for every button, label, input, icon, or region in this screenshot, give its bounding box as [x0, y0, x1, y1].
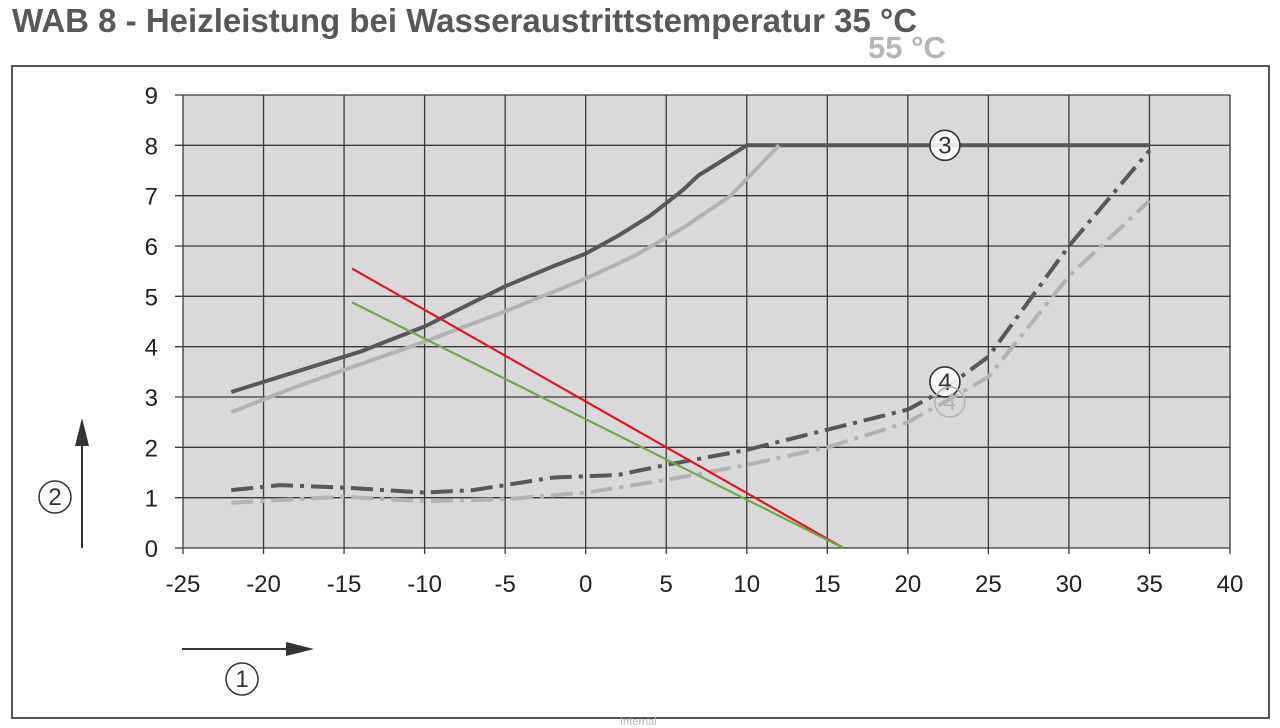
x-tick-label: -15 [327, 571, 362, 598]
tick-labels: -25 -20 -15 -10 -5 0 5 10 15 20 25 30 35 40 0 1 2 3 4 5 6 7 8 9 [145, 83, 1244, 598]
y-tick-label: 3 [145, 385, 158, 412]
x-axis-label: 1 [235, 666, 248, 693]
y-tick-label: 5 [145, 284, 158, 311]
x-tick-label: 35 [1136, 571, 1163, 598]
series-line-dashdot-dark [231, 149, 1152, 495]
y-tick-label: 7 [145, 184, 158, 211]
y-axis-label-circle [38, 480, 72, 514]
annotation-circle [929, 129, 961, 162]
x-tick-label: 20 [894, 571, 921, 598]
series-line-solid-dark [230, 143, 1150, 394]
y-tick-label: 8 [145, 133, 158, 160]
x-tick-label: -25 [166, 571, 201, 598]
y-tick-label: 2 [145, 435, 158, 462]
y-axis-marker: 2 [38, 418, 89, 548]
y-tick-label: 0 [145, 536, 158, 563]
x-tick-label: 25 [975, 571, 1002, 598]
x-tick-label: -5 [494, 571, 515, 598]
annotation-circle [933, 386, 966, 418]
chart-title-second-temperature: 55 °C [868, 30, 946, 65]
x-axis-marker: 1 [182, 642, 314, 696]
x-axis-label-circle [225, 662, 259, 696]
chart-title: WAB 8 - Heizleistung bei Wasseraustritts… [12, 2, 918, 39]
x-tick-label: 15 [814, 571, 841, 598]
x-tick-label: -10 [407, 571, 442, 598]
annotation-label: 4 [943, 389, 956, 416]
chart-frame [11, 65, 1270, 719]
footer-classification: Internal [620, 716, 657, 728]
x-tick-label: 0 [579, 571, 592, 598]
annotation-circle [929, 366, 961, 398]
right-arrow-icon [286, 642, 314, 656]
x-tick-label: 5 [660, 571, 673, 598]
annotation-label: 3 [938, 132, 951, 159]
x-tick-label: 30 [1056, 571, 1083, 598]
series-line-solid-red [351, 267, 844, 549]
series-group [230, 143, 1152, 549]
series-line-solid-light [230, 143, 781, 414]
x-tick-label: -20 [246, 571, 281, 598]
y-axis-label: 2 [48, 484, 61, 511]
x-tick-label: 40 [1217, 571, 1244, 598]
up-arrow-icon [75, 418, 89, 446]
annotations: 344 [929, 129, 966, 418]
y-tick-label: 9 [145, 83, 158, 110]
x-tick-label: 10 [733, 571, 760, 598]
series-line-dashdot-light [231, 199, 1151, 505]
y-tick-label: 1 [145, 486, 158, 513]
y-tick-label: 6 [145, 234, 158, 261]
y-tick-label: 4 [145, 335, 158, 362]
series-line-solid-green [351, 301, 844, 549]
